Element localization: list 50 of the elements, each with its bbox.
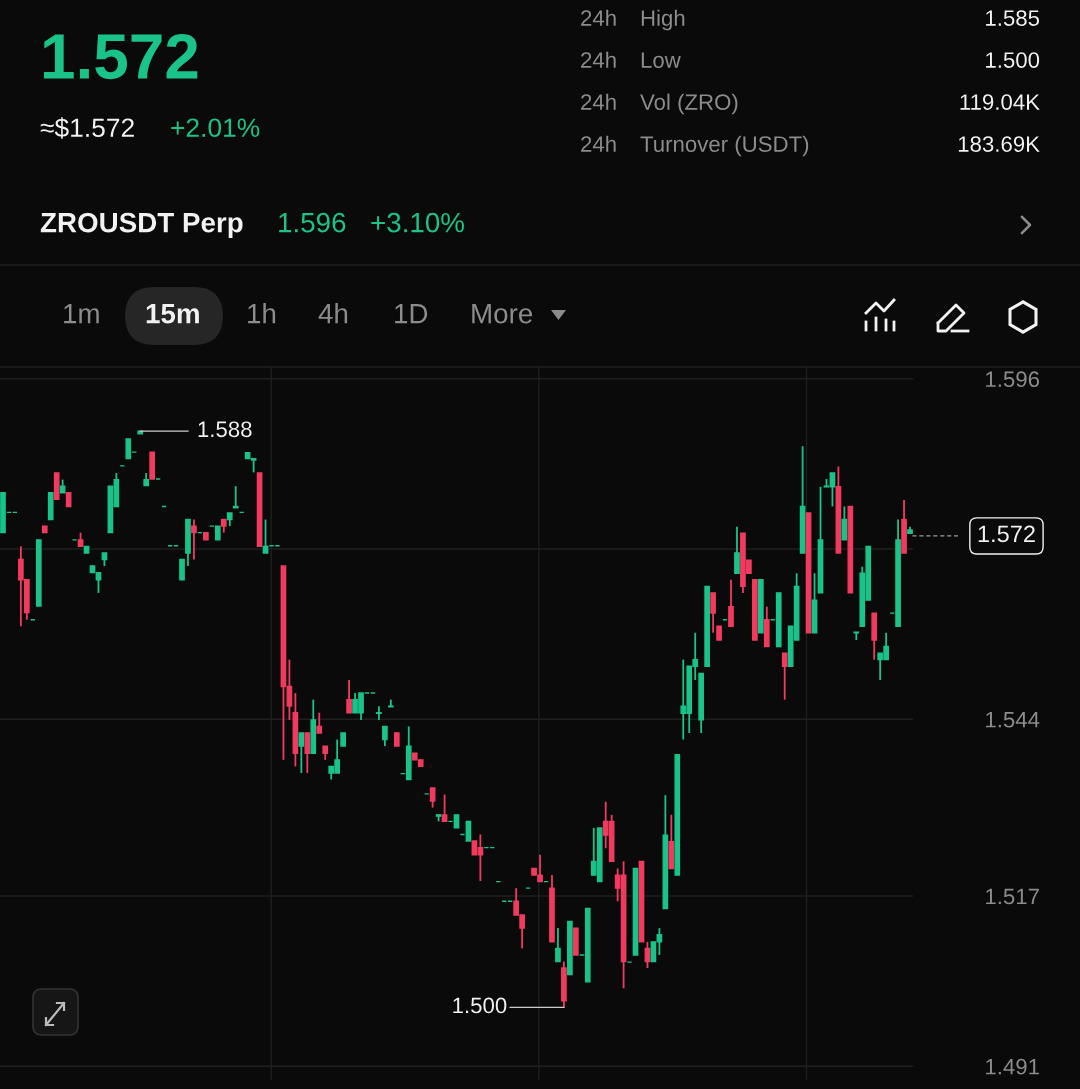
text: +2.01% bbox=[171, 118, 260, 138]
text: +3.10% bbox=[371, 212, 464, 233]
candlestick bbox=[734, 525, 740, 575]
candlestick bbox=[304, 732, 311, 774]
candlestick bbox=[346, 679, 352, 714]
annotation: 1.588 bbox=[198, 421, 252, 438]
candlestick bbox=[781, 652, 788, 701]
text: Vol (ZRO) bbox=[640, 93, 738, 115]
text: 4h bbox=[318, 303, 348, 324]
text: More bbox=[472, 304, 533, 324]
text: 1.596 bbox=[279, 212, 346, 233]
y-tick-label: 1.491 bbox=[986, 1058, 1039, 1075]
text: 119.04K bbox=[960, 94, 1040, 110]
candlestick bbox=[441, 793, 448, 823]
text: High bbox=[641, 9, 685, 31]
candlestick bbox=[841, 505, 848, 541]
text: 24h bbox=[581, 93, 616, 110]
text: 24h bbox=[581, 51, 616, 68]
y-tick-label: 1.517 bbox=[986, 888, 1039, 905]
candlestick bbox=[555, 927, 561, 963]
text: 1h bbox=[248, 303, 276, 324]
y-tick-label: 1.596 bbox=[986, 371, 1040, 388]
candlestick bbox=[429, 787, 436, 809]
candlestick bbox=[316, 711, 323, 734]
candlestick bbox=[710, 591, 716, 634]
text: 1m bbox=[64, 304, 99, 324]
text: 1D bbox=[395, 304, 428, 324]
annotation: 1.500 bbox=[453, 997, 507, 1014]
candlestick bbox=[298, 732, 305, 774]
text: 183.69K bbox=[958, 136, 1040, 152]
candlestick bbox=[179, 558, 185, 581]
text: 15m bbox=[146, 304, 199, 324]
y-tick-label: 1.544 bbox=[986, 712, 1040, 728]
text: ≈$1.572 bbox=[40, 117, 134, 139]
text: 1.500 bbox=[986, 52, 1040, 68]
candlestick bbox=[376, 705, 382, 721]
candlestick bbox=[232, 485, 239, 509]
candlestick bbox=[728, 578, 734, 628]
text: Low bbox=[641, 52, 681, 68]
candlestick bbox=[125, 438, 132, 460]
candlestick bbox=[382, 725, 388, 747]
text: Turnover (USDT) bbox=[640, 135, 809, 157]
text: 24h bbox=[581, 9, 616, 26]
candlestick bbox=[262, 518, 269, 554]
candlestick bbox=[191, 518, 197, 561]
text: 24h bbox=[581, 135, 616, 152]
text: 1.585 bbox=[986, 10, 1040, 26]
ref-line-label: 1.572 bbox=[978, 525, 1035, 543]
chart-title: 1.572 bbox=[44, 33, 198, 80]
text: ZROUSDT Perp bbox=[40, 212, 243, 238]
